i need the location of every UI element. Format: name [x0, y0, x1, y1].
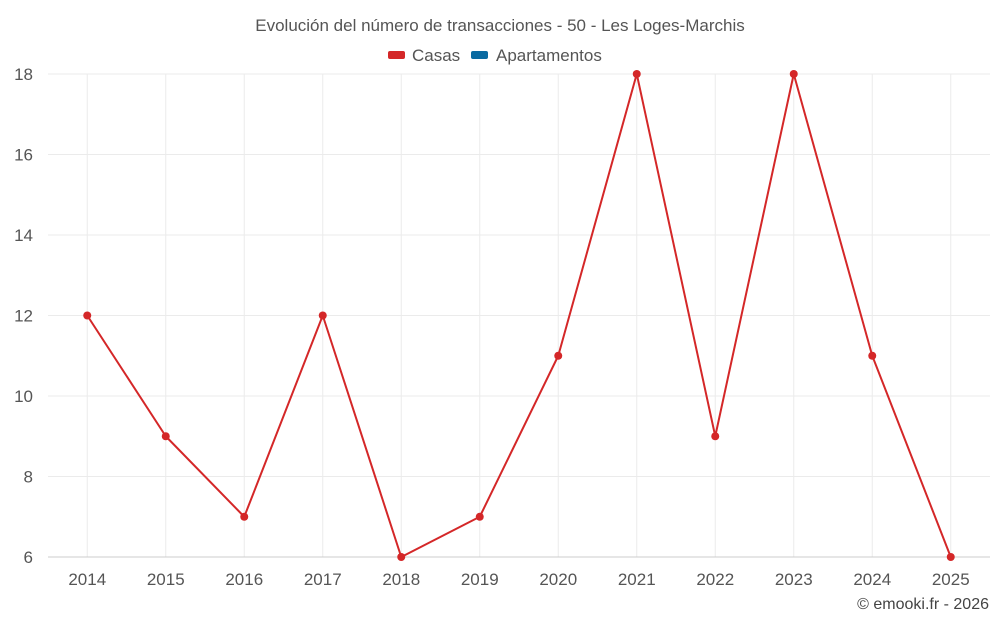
x-axis: 2014 2015 2016 2017 2018 2019 2020 2021 2022 2023…	[48, 556, 990, 589]
y-tick-label: 16	[14, 146, 33, 165]
series-casas	[83, 70, 955, 561]
x-tick-label: 2025	[932, 570, 970, 589]
data-point[interactable]	[946, 553, 955, 561]
data-point[interactable]	[318, 311, 327, 320]
x-tick-label: 2018	[382, 570, 420, 589]
x-tick-label: 2022	[696, 570, 734, 589]
y-tick-label: 10	[14, 387, 33, 406]
credit-text: © emooki.fr - 2026	[857, 596, 989, 613]
data-point[interactable]	[475, 512, 484, 521]
legend-label-casas: Casas	[412, 46, 460, 65]
y-axis: 6 8 10 12 14 16 18	[14, 65, 33, 567]
x-tick-label: 2014	[68, 570, 106, 589]
legend-item-apartamentos[interactable]: Apartamentos	[471, 46, 602, 65]
series-line-casas	[86, 73, 952, 558]
data-point[interactable]	[789, 70, 798, 78]
data-point[interactable]	[161, 432, 170, 441]
y-tick-label: 12	[14, 307, 33, 326]
x-tick-label: 2024	[853, 570, 891, 589]
chart-title: Evolución del número de transacciones - …	[255, 16, 744, 35]
legend-swatch-apartamentos	[471, 51, 488, 59]
data-point[interactable]	[632, 70, 641, 78]
legend-item-casas[interactable]: Casas	[388, 46, 460, 65]
x-tick-label: 2017	[304, 570, 342, 589]
y-tick-label: 18	[14, 65, 33, 84]
data-point[interactable]	[240, 512, 249, 521]
y-tick-label: 8	[24, 468, 33, 487]
data-point[interactable]	[868, 351, 877, 360]
x-tick-label: 2021	[618, 570, 656, 589]
x-tick-label: 2016	[225, 570, 263, 589]
data-point[interactable]	[711, 432, 720, 441]
x-tick-label: 2015	[147, 570, 185, 589]
data-point[interactable]	[397, 553, 406, 561]
legend: Casas Apartamentos	[388, 46, 602, 65]
gridlines	[48, 73, 990, 558]
x-tick-label: 2023	[775, 570, 813, 589]
data-point[interactable]	[83, 311, 92, 320]
legend-label-apartamentos: Apartamentos	[496, 46, 602, 65]
y-tick-label: 6	[24, 548, 33, 567]
x-tick-label: 2020	[539, 570, 577, 589]
legend-swatch-casas	[388, 51, 405, 59]
y-tick-label: 14	[14, 226, 33, 245]
x-tick-label: 2019	[461, 570, 499, 589]
data-point[interactable]	[554, 351, 563, 360]
